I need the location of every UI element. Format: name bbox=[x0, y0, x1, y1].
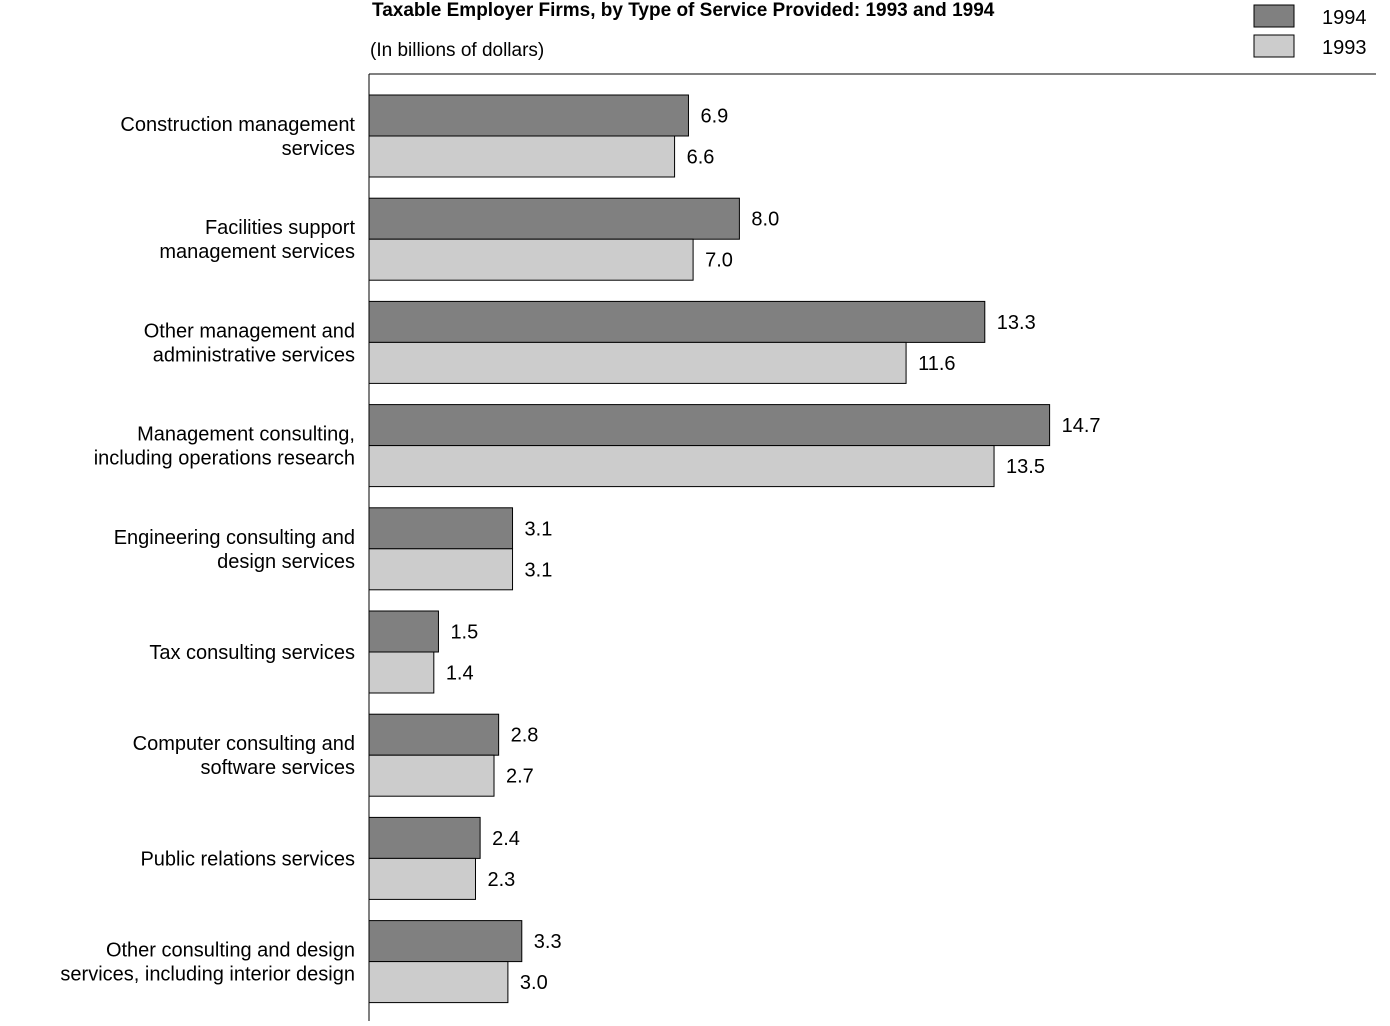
category-label-7-line-0: Public relations services bbox=[140, 848, 355, 870]
legend-label-1994: 1994 bbox=[1322, 7, 1367, 29]
category-label-4-line-0: Engineering consulting and bbox=[114, 527, 355, 549]
value-labels-group: 6.9 6.6 8.0 7.0 13.3 11.6 14.7 13.5 3.1 3.1 1.5 1.4… bbox=[446, 106, 1101, 995]
category-label-2-line-1: administrative services bbox=[153, 344, 355, 366]
bar-1993-5 bbox=[368, 651, 435, 694]
value-label-1993-8: 3.0 bbox=[520, 972, 548, 994]
legend-label-1993: 1993 bbox=[1322, 37, 1367, 59]
value-label-1994-4: 3.1 bbox=[525, 518, 553, 540]
value-label-1994-7: 2.4 bbox=[492, 828, 520, 850]
category-label-6-line-0: Computer consulting and bbox=[133, 733, 355, 755]
bar-1994-5 bbox=[368, 610, 439, 653]
value-label-1994-2: 13.3 bbox=[997, 312, 1036, 334]
bar-1994-7 bbox=[368, 816, 481, 859]
category-label-2-line-0: Other management and bbox=[144, 320, 355, 342]
bar-1994-2 bbox=[368, 300, 986, 343]
value-label-1994-1: 8.0 bbox=[751, 209, 779, 231]
category-label-6-line-1: software services bbox=[201, 757, 356, 779]
value-label-1993-2: 11.6 bbox=[918, 353, 955, 375]
category-label-4-line-1: design services bbox=[217, 551, 355, 573]
bar-1993-4 bbox=[368, 548, 514, 591]
value-label-1994-3: 14.7 bbox=[1062, 415, 1101, 437]
bars-group bbox=[368, 94, 1051, 1004]
legend-swatch-1994 bbox=[1253, 4, 1295, 28]
value-label-1993-6: 2.7 bbox=[506, 766, 534, 788]
value-label-1993-3: 13.5 bbox=[1006, 456, 1045, 478]
value-label-1994-8: 3.3 bbox=[534, 931, 562, 953]
value-label-1994-0: 6.9 bbox=[700, 106, 728, 128]
category-label-3-line-1: including operations research bbox=[94, 448, 355, 470]
bar-1994-6 bbox=[368, 713, 500, 756]
legend-swatch-1993 bbox=[1253, 34, 1295, 58]
bar-1993-2 bbox=[368, 341, 907, 384]
bar-1993-8 bbox=[368, 961, 509, 1004]
value-label-1993-1: 7.0 bbox=[705, 250, 733, 272]
bar-1994-1 bbox=[368, 197, 740, 240]
category-label-0-line-0: Construction management bbox=[120, 114, 355, 136]
bar-1993-3 bbox=[368, 445, 995, 488]
category-label-0-line-1: services bbox=[282, 138, 355, 160]
bar-1994-0 bbox=[368, 94, 689, 137]
bar-1993-1 bbox=[368, 238, 694, 281]
category-label-1-line-0: Facilities support bbox=[205, 217, 356, 239]
bar-1994-3 bbox=[368, 404, 1051, 447]
category-label-3-line-0: Management consulting, bbox=[137, 424, 355, 446]
category-label-8-line-1: services, including interior design bbox=[60, 964, 355, 986]
bar-1993-7 bbox=[368, 857, 476, 900]
value-label-1994-6: 2.8 bbox=[511, 725, 539, 747]
value-label-1993-5: 1.4 bbox=[446, 663, 474, 685]
value-label-1994-5: 1.5 bbox=[450, 622, 478, 644]
value-label-1993-4: 3.1 bbox=[525, 559, 553, 581]
bar-1993-6 bbox=[368, 754, 495, 797]
category-label-5-line-0: Tax consulting services bbox=[149, 642, 355, 664]
legend: 1994 1993 bbox=[1253, 4, 1367, 59]
category-label-1-line-1: management services bbox=[159, 241, 355, 263]
value-label-1993-0: 6.6 bbox=[687, 147, 715, 169]
chart-subtitle: (In billions of dollars) bbox=[370, 40, 544, 61]
category-label-8-line-0: Other consulting and design bbox=[106, 940, 355, 962]
bar-1994-8 bbox=[368, 920, 523, 963]
chart-title: Taxable Employer Firms, by Type of Servi… bbox=[372, 0, 995, 21]
bar-1994-4 bbox=[368, 507, 514, 550]
bar-1993-0 bbox=[368, 135, 676, 178]
value-label-1993-7: 2.3 bbox=[487, 869, 515, 891]
